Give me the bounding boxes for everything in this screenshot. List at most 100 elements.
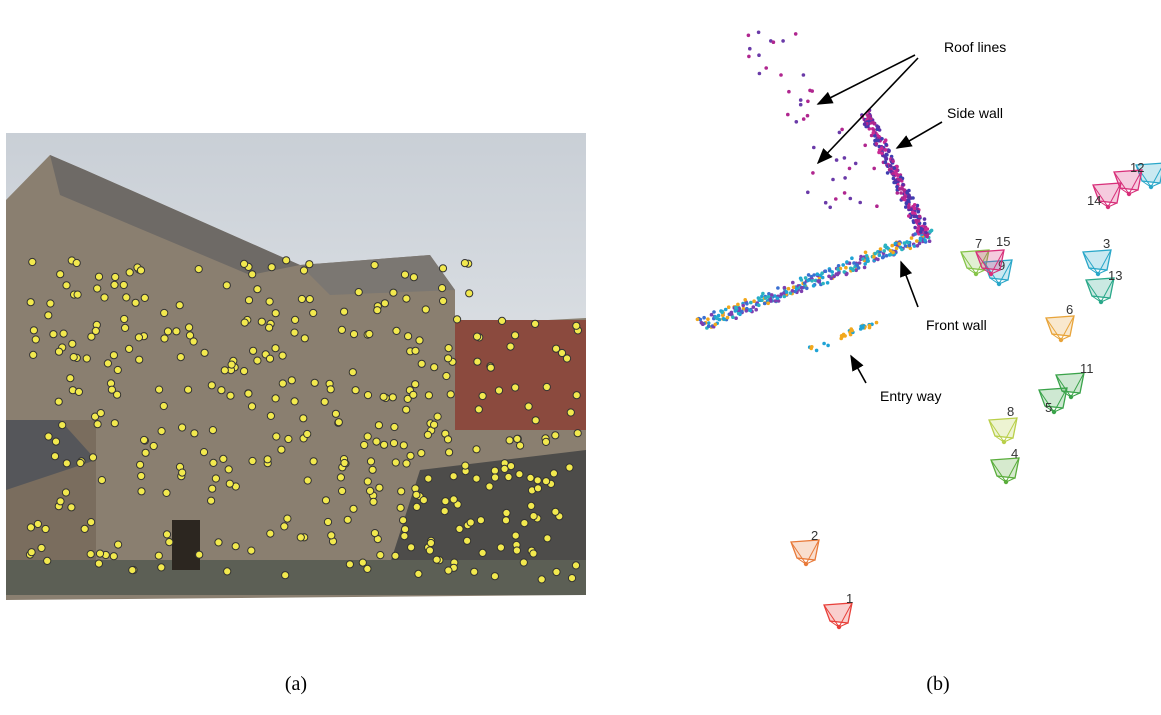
feature-point (266, 355, 273, 362)
feature-point (227, 392, 234, 399)
feature-point (272, 310, 279, 317)
camera-label: 15 (996, 234, 1010, 249)
cloud-point (907, 195, 911, 199)
feature-point (425, 392, 432, 399)
feature-point (359, 559, 366, 566)
feature-point (497, 544, 504, 551)
cloud-point (903, 188, 907, 192)
feature-point (335, 419, 342, 426)
cloud-point (901, 183, 905, 187)
feature-point (92, 327, 99, 334)
cloud-point (718, 318, 722, 322)
feature-point (190, 338, 197, 345)
feature-point (218, 387, 225, 394)
figure: Roof lines Side wall Front wall Entry wa… (0, 0, 1161, 715)
feature-point (339, 487, 346, 494)
cloud-point (747, 55, 751, 59)
cloud-point (714, 323, 718, 327)
feature-point (344, 516, 351, 523)
cloud-point (707, 321, 711, 325)
feature-point (574, 430, 581, 437)
camera (1083, 250, 1111, 270)
camera-center (1127, 192, 1131, 196)
cloud-point (752, 299, 756, 303)
cloud-point (748, 47, 752, 51)
camera-center (1069, 395, 1073, 399)
feature-point (95, 560, 102, 567)
feature-point (221, 367, 228, 374)
camera (791, 540, 819, 560)
feature-point (445, 567, 452, 574)
feature-point (514, 435, 521, 442)
cloud-point (863, 266, 867, 270)
feature-point (367, 487, 374, 494)
camera-label: 13 (1108, 268, 1122, 283)
feature-point (398, 488, 405, 495)
cloud-point (812, 284, 816, 288)
feature-point (527, 474, 534, 481)
cloud-point (766, 295, 770, 299)
camera-label: 3 (1103, 236, 1110, 251)
cloud-point (826, 344, 830, 348)
feature-point (304, 477, 311, 484)
camera-center (1002, 440, 1006, 444)
feature-point (166, 539, 173, 546)
cloud-point (827, 275, 831, 279)
cloud-point (885, 254, 889, 258)
cloud-point (821, 282, 825, 286)
feature-point (245, 297, 252, 304)
cloud-point (892, 166, 896, 170)
feature-point (528, 502, 535, 509)
cloud-point (724, 308, 728, 312)
cloud-point (749, 309, 753, 313)
feature-point (266, 298, 273, 305)
cloud-point (757, 303, 761, 307)
cloud-point (891, 160, 895, 164)
feature-point (111, 420, 118, 427)
cloud-point (866, 257, 870, 261)
cloud-point (878, 254, 882, 258)
feature-point (285, 435, 292, 442)
feature-point (568, 575, 575, 582)
feature-point (135, 334, 142, 341)
cloud-point (891, 251, 895, 255)
feature-point (254, 286, 261, 293)
feature-point (390, 289, 397, 296)
feature-point (60, 330, 67, 337)
cloud-point (816, 272, 820, 276)
feature-point (371, 530, 378, 537)
cloud-point (885, 153, 889, 157)
feature-point (282, 572, 289, 579)
feature-point (258, 318, 265, 325)
feature-point (563, 355, 570, 362)
cloud-point (772, 40, 776, 44)
feature-point (301, 335, 308, 342)
feature-point (364, 478, 371, 485)
feature-point (220, 455, 227, 462)
feature-point (132, 299, 139, 306)
feature-point (114, 366, 121, 373)
camera-center (974, 272, 978, 276)
cloud-point (795, 287, 799, 291)
feature-point (410, 391, 417, 398)
feature-point (268, 264, 275, 271)
feature-point (278, 446, 285, 453)
camera (824, 603, 852, 623)
feature-point (572, 562, 579, 569)
feature-point (120, 281, 127, 288)
camera-center (997, 282, 1001, 286)
feature-point (77, 459, 84, 466)
feature-point (444, 436, 451, 443)
feature-point (89, 454, 96, 461)
feature-point (439, 285, 446, 292)
feature-point (142, 449, 149, 456)
cloud-point (854, 162, 858, 166)
cloud-point (802, 117, 806, 121)
cloud-point (913, 203, 917, 207)
feature-point (520, 559, 527, 566)
feature-point (163, 489, 170, 496)
cloud-point (867, 114, 871, 118)
feature-point (267, 412, 274, 419)
feature-point (349, 369, 356, 376)
feature-point (552, 432, 559, 439)
